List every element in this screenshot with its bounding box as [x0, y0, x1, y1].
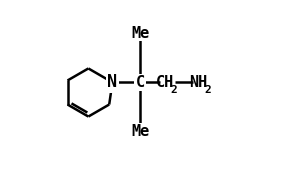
- Text: 2: 2: [170, 85, 177, 95]
- Text: Me: Me: [131, 124, 149, 139]
- Text: N: N: [108, 73, 117, 91]
- Text: Me: Me: [131, 26, 149, 41]
- Text: NH: NH: [189, 75, 208, 90]
- Text: CH: CH: [156, 75, 174, 90]
- Text: C: C: [136, 75, 145, 90]
- Text: 2: 2: [204, 85, 211, 95]
